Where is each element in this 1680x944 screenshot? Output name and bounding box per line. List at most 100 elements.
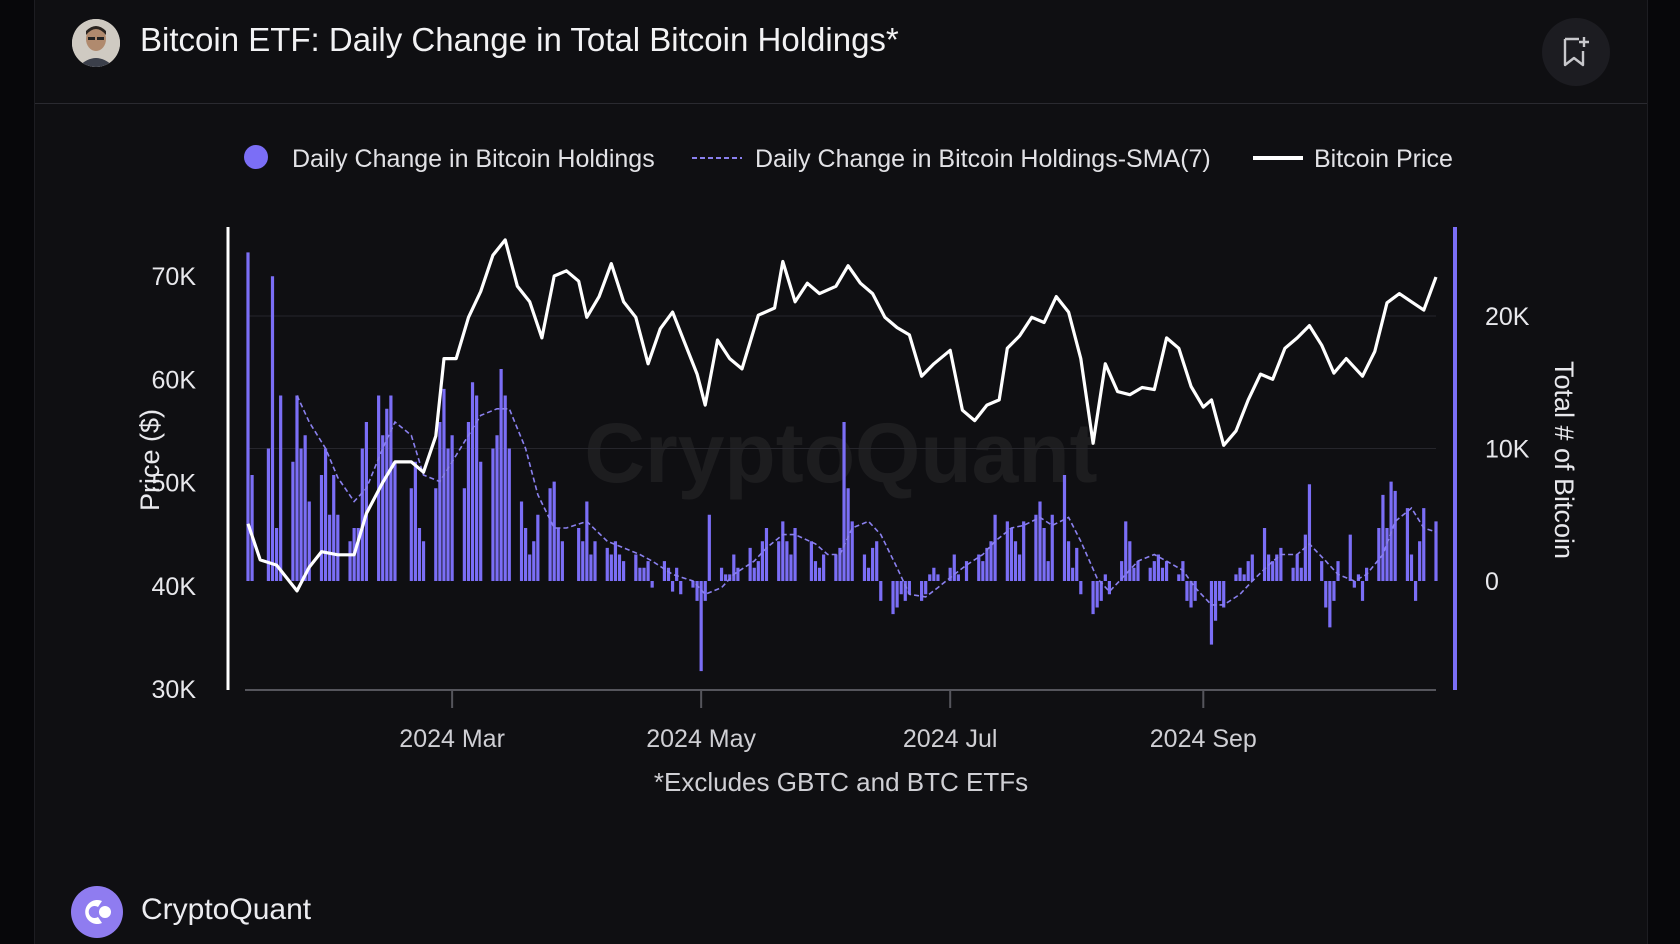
holdings-bar <box>1005 521 1009 581</box>
holdings-bar <box>1409 554 1414 581</box>
holdings-bar <box>822 554 826 581</box>
holdings-bar <box>1185 581 1189 601</box>
holdings-bar <box>1095 581 1099 608</box>
holdings-bar <box>817 567 822 581</box>
holdings-bar <box>871 547 875 581</box>
holdings-bar <box>528 554 532 581</box>
holdings-bar <box>838 547 842 581</box>
x-tick-label: 2024 Jul <box>903 725 998 753</box>
holdings-bar <box>646 561 650 581</box>
holdings-bar <box>1213 581 1218 621</box>
legend-label-price: Bitcoin Price <box>1314 145 1453 173</box>
holdings-bar <box>295 395 299 581</box>
holdings-bar <box>760 541 764 581</box>
holdings-bar <box>442 388 446 581</box>
holdings-bar <box>1046 561 1050 581</box>
holdings-bar <box>1303 534 1307 581</box>
holdings-bar <box>536 514 540 581</box>
holdings-bar <box>585 501 589 581</box>
holdings-bar <box>462 488 466 581</box>
holdings-bar <box>1332 581 1336 601</box>
holdings-bar <box>895 581 899 608</box>
gridlines <box>248 315 1436 449</box>
holdings-bar <box>1062 475 1067 581</box>
holdings-bar <box>495 435 499 581</box>
holdings-bar <box>891 581 895 615</box>
chart-title: Bitcoin ETF: Daily Change in Total Bitco… <box>140 21 899 58</box>
chart-card: Bitcoin ETF: Daily Change in Total Bitco… <box>34 0 1648 944</box>
holdings-bar <box>977 554 981 581</box>
y-left-tick-label: 50K <box>152 470 197 498</box>
holdings-bar <box>389 395 393 581</box>
legend[interactable]: Daily Change in Bitcoin Holdings Daily C… <box>244 145 1453 173</box>
author-avatar[interactable] <box>72 19 120 67</box>
price-line-group <box>246 238 1438 593</box>
holdings-bar <box>421 541 426 581</box>
holdings-bar <box>385 408 389 581</box>
holdings-bar <box>707 514 711 581</box>
holdings-bar <box>699 581 703 672</box>
holdings-bar <box>924 581 928 595</box>
holdings-bar <box>266 448 271 581</box>
holdings-bar <box>670 581 675 592</box>
axes: 30K 40K 50K 60K 70K 0 10K 20K 2024 Mar 2024 May 20… <box>152 227 1530 753</box>
holdings-bar <box>336 514 340 581</box>
holdings-bar <box>785 541 789 581</box>
holdings-bar <box>928 574 932 581</box>
card-header: Bitcoin ETF: Daily Change in Total Bitco… <box>35 0 1647 104</box>
holdings-bar <box>1099 581 1103 601</box>
holdings-bar <box>650 581 654 588</box>
holdings-bar <box>250 475 254 581</box>
holdings-bar <box>1193 581 1197 601</box>
holdings-bar <box>1267 554 1271 581</box>
y-left-tick-label: 70K <box>152 263 197 291</box>
holdings-bar <box>605 547 609 581</box>
holdings-bar <box>899 581 903 595</box>
holdings-bar <box>617 554 622 581</box>
holdings-bar <box>903 581 907 601</box>
holdings-bar <box>577 528 581 581</box>
holdings-bar <box>842 422 846 581</box>
holdings-bar <box>524 528 528 581</box>
holdings-bar <box>1152 561 1156 581</box>
bookmark-icon <box>1563 37 1589 67</box>
holdings-bar <box>1275 554 1279 581</box>
holdings-bar <box>1091 581 1095 615</box>
y-right-tick-label: 20K <box>1485 303 1530 331</box>
holdings-bar <box>993 514 997 581</box>
holdings-bar <box>381 435 385 581</box>
holdings-bar <box>781 521 785 581</box>
holdings-bar <box>548 488 552 581</box>
holdings-bar <box>732 554 736 581</box>
holdings-bar <box>332 475 336 581</box>
holdings-bar <box>662 561 667 581</box>
holdings-bar <box>328 514 332 581</box>
holdings-bar <box>1128 541 1132 581</box>
holdings-bar <box>393 461 397 581</box>
holdings-bar <box>413 461 417 581</box>
holdings-bar <box>246 252 250 581</box>
holdings-bar <box>1234 574 1238 581</box>
holdings-bar <box>1164 561 1169 581</box>
y-right-tick-label: 0 <box>1485 568 1499 596</box>
holdings-bar <box>319 475 324 581</box>
holdings-bar <box>1377 528 1381 581</box>
bookmark-button[interactable] <box>1542 18 1610 86</box>
holdings-bar <box>438 422 442 581</box>
holdings-bar <box>1246 561 1250 581</box>
holdings-bar <box>1107 581 1112 595</box>
holdings-bar <box>1103 574 1107 581</box>
holdings-bar <box>1071 567 1075 581</box>
holdings-bar <box>1222 581 1226 608</box>
holdings-bar <box>560 541 564 581</box>
holdings-bar <box>1242 574 1246 581</box>
holdings-bar <box>724 574 728 581</box>
holdings-bar <box>752 567 756 581</box>
holdings-bar <box>1307 484 1312 581</box>
holdings-bar <box>964 561 969 581</box>
holdings-bar <box>850 521 854 581</box>
holdings-bar <box>279 395 283 581</box>
holdings-bar <box>1413 581 1418 601</box>
holdings-bar <box>932 567 936 581</box>
holdings-bar <box>270 276 275 581</box>
